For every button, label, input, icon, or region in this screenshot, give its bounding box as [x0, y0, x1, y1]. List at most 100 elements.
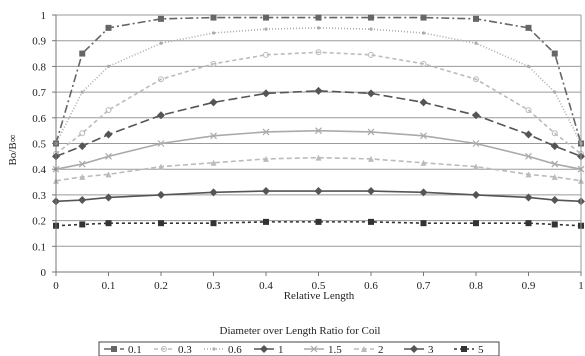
data-point — [551, 160, 559, 168]
data-point — [210, 60, 217, 67]
legend-label: 1.5 — [328, 344, 342, 356]
data-point — [472, 140, 480, 147]
data-point — [553, 90, 557, 94]
data-point — [157, 111, 165, 120]
y-tick-label: 1 — [41, 10, 47, 22]
data-point — [551, 173, 558, 180]
y-tick-label: 0.8 — [32, 61, 46, 73]
data-point — [263, 14, 269, 21]
data-point — [262, 187, 270, 196]
series-0.1 — [53, 14, 584, 147]
data-point — [368, 14, 374, 21]
data-point — [315, 218, 322, 225]
data-point — [420, 159, 427, 166]
data-point — [473, 220, 479, 227]
legend-label: 0.6 — [228, 344, 242, 356]
data-point — [264, 27, 268, 31]
data-point — [158, 220, 164, 227]
axes: 0 0.1 0.2 0.3 0.4 0.5 0.6 0.7 0.8 0.9 1 0 0.1 0.2 0.3 0… — [32, 10, 584, 292]
series-line — [55, 90, 582, 158]
data-point — [314, 187, 323, 196]
legend-label: 5 — [478, 344, 484, 356]
data-point — [550, 142, 559, 151]
data-point — [315, 49, 322, 56]
data-point — [104, 193, 113, 202]
series-line — [55, 129, 582, 170]
series-1 — [52, 86, 585, 161]
legend-swatch-marker — [461, 346, 467, 352]
x-tick-label: 0.9 — [522, 280, 536, 292]
legend-swatch-marker — [361, 346, 367, 352]
y-tick-label: 0.9 — [32, 36, 46, 48]
data-point — [524, 193, 533, 202]
y-tick-label: 0.2 — [32, 216, 46, 228]
series-0.6 — [54, 26, 583, 146]
data-point — [525, 24, 532, 31]
data-point — [551, 50, 558, 57]
data-point — [368, 51, 374, 58]
data-point — [158, 15, 164, 22]
legend-label: 2 — [378, 344, 384, 356]
data-point — [79, 173, 86, 180]
grid-lines — [56, 14, 581, 273]
y-axis-title: Bo/B∞ — [7, 134, 19, 165]
x-tick-label: 0.2 — [154, 280, 168, 292]
data-point — [419, 188, 428, 197]
data-point — [80, 90, 84, 94]
x-tick-label: 0.5 — [312, 280, 326, 292]
data-point — [525, 171, 532, 178]
data-point — [79, 50, 86, 57]
data-point — [526, 64, 531, 68]
legend-label: 0.3 — [178, 344, 192, 356]
x-tick-label: 0.3 — [207, 280, 221, 292]
data-point — [551, 221, 558, 228]
series-1.5 — [52, 127, 585, 173]
data-point — [210, 14, 217, 21]
data-point — [525, 220, 532, 227]
data-point — [420, 220, 427, 227]
data-point — [550, 196, 559, 205]
data-point — [159, 41, 163, 45]
legend: 0.1 0.3 0.6 1 1.5 2 3 5 — [98, 341, 500, 356]
data-point — [524, 130, 533, 139]
x-tick-label: 0.7 — [417, 280, 431, 292]
legend-swatch-marker — [410, 345, 418, 353]
y-tick-label: 0.7 — [32, 87, 46, 99]
data-point — [209, 98, 218, 107]
series-line — [55, 27, 582, 144]
data-point — [316, 26, 321, 30]
data-point — [421, 31, 426, 35]
data-point — [315, 14, 322, 21]
data-point — [314, 86, 323, 95]
data-point — [315, 127, 322, 135]
data-point — [209, 188, 218, 197]
x-tick-label: 0.8 — [469, 280, 483, 292]
data-point — [105, 107, 112, 114]
data-point — [262, 128, 270, 136]
legend-box — [98, 341, 500, 356]
legend-swatch-marker — [111, 346, 117, 352]
legend-label: 0.1 — [128, 344, 142, 356]
data-point — [158, 76, 164, 83]
data-point — [263, 51, 269, 58]
data-point — [105, 220, 112, 227]
data-point — [106, 64, 111, 68]
data-point — [210, 132, 217, 140]
legend-swatch-marker — [161, 346, 167, 352]
data-point — [367, 187, 375, 196]
data-point — [472, 111, 480, 120]
legend-swatch-marker — [310, 345, 318, 353]
data-point — [210, 159, 217, 166]
data-point — [78, 142, 87, 151]
data-point — [79, 130, 86, 137]
x-axis-title: Relative Length — [284, 290, 355, 302]
series-2 — [53, 154, 584, 184]
data-point — [420, 132, 427, 140]
series-0.3 — [53, 49, 584, 157]
data-point — [551, 130, 558, 137]
data-point — [525, 107, 532, 114]
y-tick-label: 0.6 — [32, 113, 46, 125]
data-point — [474, 41, 478, 45]
data-point — [525, 152, 532, 160]
